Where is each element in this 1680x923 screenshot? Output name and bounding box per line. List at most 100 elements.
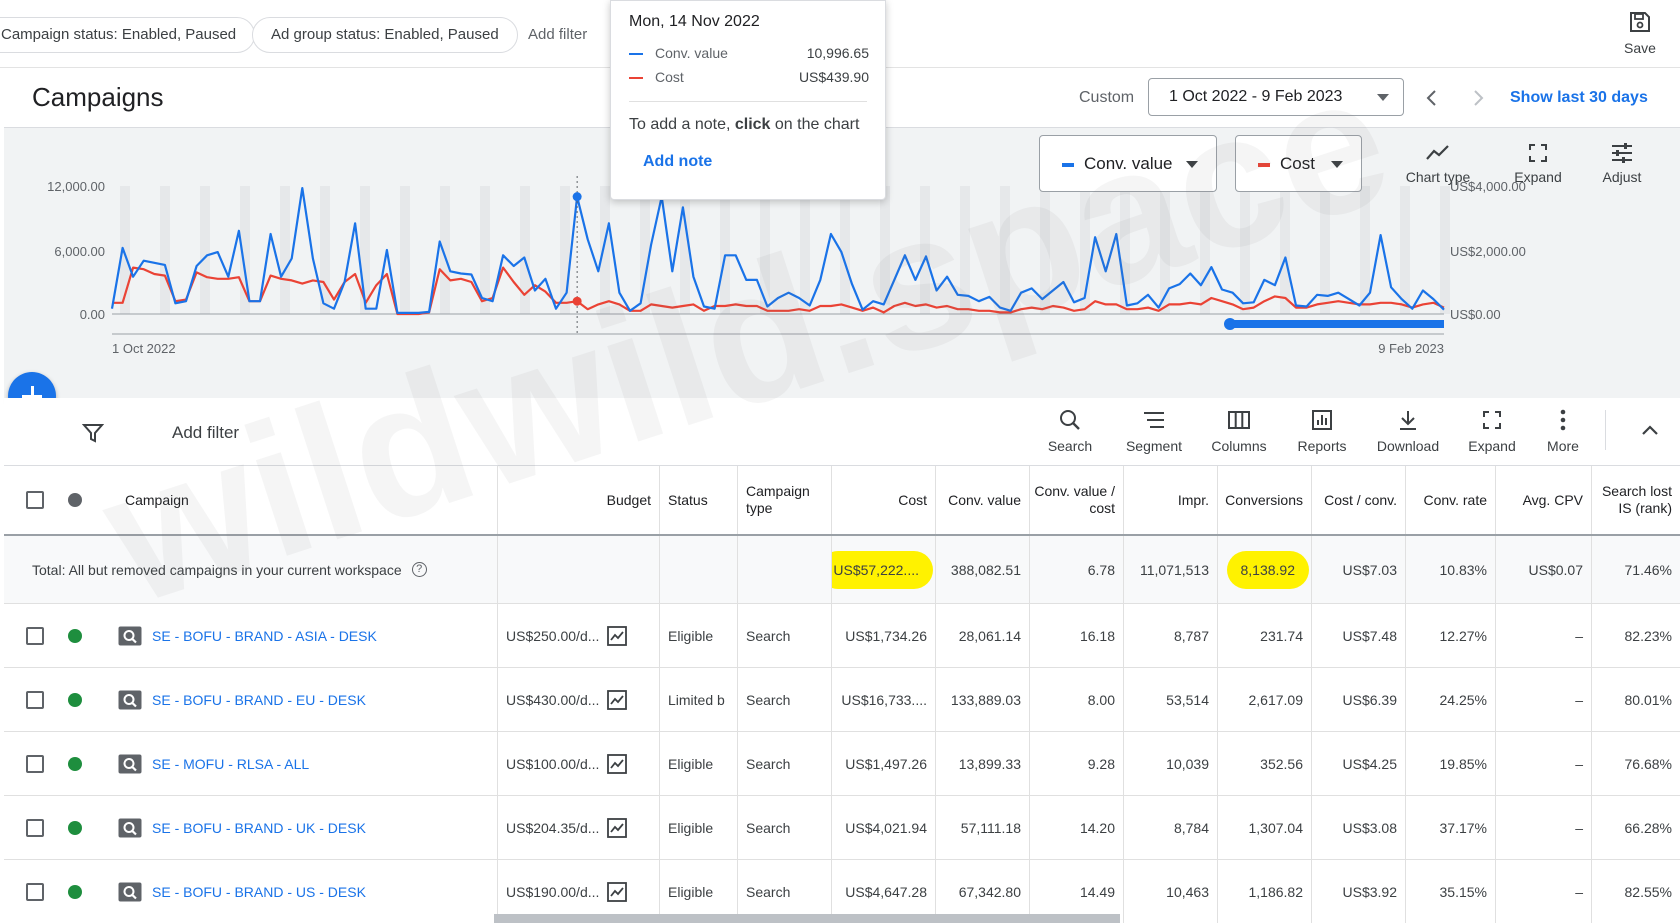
add-filter-top[interactable]: Add filter — [528, 26, 588, 43]
col-budget[interactable]: Budget — [497, 466, 659, 534]
metric1-label: Conv. value — [1084, 154, 1173, 173]
col-conv-value-cost[interactable]: Conv. value / cost — [1029, 466, 1123, 534]
total-status-cell — [659, 536, 737, 603]
more-vert-icon — [1560, 409, 1566, 431]
cell-conv-rate: 35.15% — [1405, 860, 1495, 923]
performance-chart[interactable]: 12,000.00 6,000.00 0.00 US$4,000.00 US$2,000… — [4, 128, 1680, 398]
show-last-30-days-link[interactable]: Show last 30 days — [1510, 89, 1648, 106]
chevron-left-icon[interactable] — [1422, 88, 1442, 108]
y-right-tick-label: US$4,000.00 — [1450, 179, 1526, 194]
search-label: Search — [1047, 438, 1093, 454]
cell-search-lost-is: 82.23% — [1591, 604, 1680, 667]
table-expand-button[interactable]: Expand — [1462, 408, 1522, 454]
more-button[interactable]: More — [1538, 408, 1588, 454]
toolbar-divider — [1605, 410, 1606, 450]
cell-impr: 8,784 — [1123, 796, 1217, 859]
chart-type-button[interactable]: Chart type — [1398, 142, 1478, 185]
chart-expand-button[interactable]: Expand — [1506, 142, 1570, 185]
total-search-lost-is: 71.46% — [1591, 536, 1680, 603]
date-range-select[interactable]: 1 Oct 2022 - 9 Feb 2023 — [1148, 78, 1404, 116]
budget-trend-icon[interactable] — [607, 753, 628, 774]
campaign-name-link[interactable]: SE - BOFU - BRAND - ASIA - DESK — [152, 627, 377, 644]
y-right-tick-label: US$0.00 — [1450, 307, 1501, 322]
col-conv-rate[interactable]: Conv. rate — [1405, 466, 1495, 534]
row-checkbox[interactable] — [26, 882, 44, 901]
col-status[interactable]: Status — [659, 466, 737, 534]
add-filter-button[interactable]: Add filter — [172, 423, 240, 442]
y-right-tick-label: US$2,000.00 — [1450, 244, 1526, 259]
table-row[interactable]: SE - BOFU - BRAND - US - DESK US$190.00/d… — [4, 860, 1680, 923]
row-checkbox[interactable] — [26, 690, 44, 709]
metric-select-conv-value[interactable]: Conv. value — [1039, 135, 1217, 192]
row-checkbox[interactable] — [26, 818, 44, 837]
col-campaign[interactable]: Campaign — [125, 491, 189, 508]
row-checkbox[interactable] — [26, 626, 44, 645]
campaign-status-chip[interactable]: Campaign status: Enabled, Paused — [0, 17, 256, 53]
chevron-right-icon[interactable] — [1468, 88, 1488, 108]
add-note-button[interactable]: Add note — [643, 153, 713, 170]
chevron-up-icon[interactable] — [1640, 420, 1660, 440]
search-button[interactable]: Search — [1040, 408, 1100, 454]
search-campaign-icon — [118, 668, 146, 731]
campaign-name-cell: SE - BOFU - BRAND - EU - DESK — [152, 668, 492, 731]
budget-cell: US$430.00/d... — [497, 668, 659, 731]
chart-grid-band — [1120, 186, 1130, 314]
chart-adjust-button[interactable]: Adjust — [1590, 142, 1654, 185]
metric-select-cost[interactable]: Cost — [1235, 135, 1362, 192]
table-row[interactable]: SE - BOFU - BRAND - ASIA - DESK US$250.00… — [4, 604, 1680, 668]
campaign-name-link[interactable]: SE - MOFU - RLSA - ALL — [152, 755, 310, 772]
col-campaign-type[interactable]: Campaign type — [737, 466, 831, 534]
horizontal-scrollbar[interactable] — [494, 914, 1120, 923]
table-row[interactable]: SE - BOFU - BRAND - EU - DESK US$430.00/d… — [4, 668, 1680, 732]
col-search-lost-is[interactable]: Search lost IS (rank) — [1591, 466, 1680, 534]
budget-trend-icon[interactable] — [607, 689, 628, 710]
col-conv-value[interactable]: Conv. value — [935, 466, 1029, 534]
budget-trend-icon[interactable] — [607, 625, 628, 646]
table-row[interactable]: SE - BOFU - BRAND - UK - DESK US$204.35/d… — [4, 796, 1680, 860]
ad-group-status-chip[interactable]: Ad group status: Enabled, Paused — [252, 17, 518, 53]
campaign-name-link[interactable]: SE - BOFU - BRAND - UK - DESK — [152, 819, 366, 836]
cell-status: Limited b — [659, 668, 737, 731]
campaign-name-link[interactable]: SE - BOFU - BRAND - US - DESK — [152, 883, 366, 900]
chart-canvas[interactable]: 12,000.00 6,000.00 0.00 US$4,000.00 US$2,000… — [4, 128, 1680, 398]
enabled-status-dot — [68, 628, 82, 643]
row-checkbox[interactable] — [26, 754, 44, 773]
cell-cost-conv: US$6.39 — [1311, 668, 1405, 731]
download-button[interactable]: Download — [1372, 408, 1444, 454]
save-button[interactable]: Save — [1618, 10, 1662, 56]
cell-conv-rate: 12.27% — [1405, 604, 1495, 667]
row-status-cell — [68, 860, 88, 923]
chart-grid-band — [800, 186, 810, 314]
cell-campaign-type: Search — [737, 860, 831, 923]
cell-impr: 8,787 — [1123, 604, 1217, 667]
metric2-label: Cost — [1280, 154, 1315, 173]
cell-conv-value-cost: 14.20 — [1029, 796, 1123, 859]
col-conversions[interactable]: Conversions — [1217, 466, 1311, 534]
columns-button[interactable]: Columns — [1204, 408, 1274, 454]
row-checkbox-cell — [26, 604, 50, 667]
total-avg-cpv: US$0.07 — [1495, 536, 1591, 603]
col-cost-conv[interactable]: Cost / conv. — [1311, 466, 1405, 534]
note-bold: click — [734, 116, 771, 133]
segment-button[interactable]: Segment — [1120, 408, 1188, 454]
budget-trend-icon[interactable] — [607, 817, 628, 838]
select-all-checkbox[interactable] — [26, 491, 44, 509]
col-impr[interactable]: Impr. — [1123, 466, 1217, 534]
help-icon[interactable]: ? — [411, 562, 427, 577]
budget-trend-icon[interactable] — [607, 881, 628, 902]
tooltip-label: Cost — [655, 69, 684, 85]
row-status-cell — [68, 668, 88, 731]
y-left-tick-label: 6,000.00 — [54, 244, 105, 259]
reports-button[interactable]: Reports — [1290, 408, 1354, 454]
campaign-name-link[interactable]: SE - BOFU - BRAND - EU - DESK — [152, 691, 366, 708]
cell-status: Eligible — [659, 860, 737, 923]
col-cost[interactable]: Cost — [831, 466, 935, 534]
range-slider-bar — [1230, 320, 1444, 328]
chart-grid-band — [720, 186, 730, 314]
filter-icon[interactable] — [82, 422, 104, 444]
chart-grid-band — [1360, 186, 1370, 314]
cell-avg-cpv: – — [1495, 796, 1591, 859]
cell-impr: 53,514 — [1123, 668, 1217, 731]
table-row[interactable]: SE - MOFU - RLSA - ALL US$100.00/d... Elig… — [4, 732, 1680, 796]
col-avg-cpv[interactable]: Avg. CPV — [1495, 466, 1591, 534]
